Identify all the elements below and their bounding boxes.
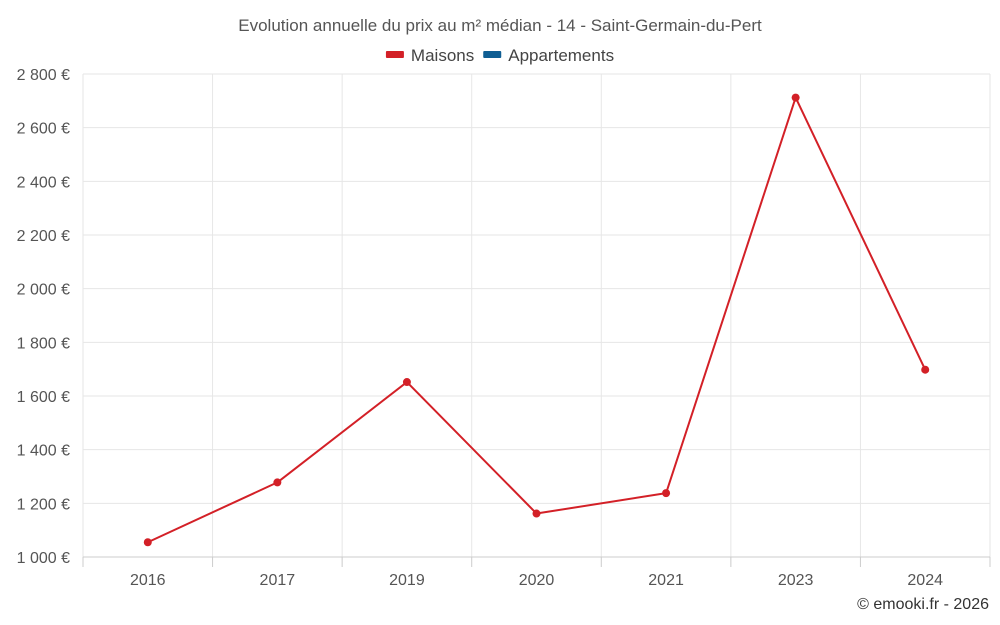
y-axis-ticks: 1 000 € 1 200 € 1 400 € 1 600 € 1 800 € 2 000…: [17, 67, 70, 567]
x-tick-label: 2021: [648, 572, 684, 589]
series-layer: [143, 93, 930, 547]
data-point[interactable]: [143, 538, 152, 547]
x-tick-label: 2017: [260, 572, 296, 589]
data-point[interactable]: [532, 509, 541, 518]
legend-item-appartements[interactable]: Appartements: [483, 46, 614, 65]
data-point[interactable]: [273, 478, 282, 487]
legend-label: Appartements: [508, 46, 614, 65]
chart-title: Evolution annuelle du prix au m² médian …: [238, 16, 762, 35]
y-tick-label: 2 200 €: [17, 228, 70, 245]
x-axis-ticks: 2016 2017 2019 2020 2021 2023 2024: [130, 572, 943, 589]
data-point[interactable]: [921, 365, 930, 374]
legend-label: Maisons: [411, 46, 474, 65]
data-point[interactable]: [791, 93, 800, 102]
y-tick-label: 1 000 €: [17, 550, 70, 567]
axes: [82, 556, 991, 567]
credit-text: © emooki.fr - 2026: [857, 596, 989, 613]
grid: [82, 73, 991, 557]
y-tick-label: 2 600 €: [17, 121, 70, 138]
y-tick-label: 1 400 €: [17, 443, 70, 460]
y-tick-label: 1 600 €: [17, 389, 70, 406]
y-tick-label: 2 000 €: [17, 282, 70, 299]
x-tick-label: 2016: [130, 572, 166, 589]
y-tick-label: 2 800 €: [17, 67, 70, 84]
x-tick-label: 2020: [519, 572, 555, 589]
legend-swatch: [385, 51, 404, 58]
x-tick-label: 2019: [389, 572, 425, 589]
y-tick-label: 1 800 €: [17, 335, 70, 352]
x-tick-label: 2024: [907, 572, 943, 589]
legend-item-maisons[interactable]: Maisons: [385, 46, 474, 65]
data-point[interactable]: [662, 489, 671, 498]
legend: Maisons Appartements: [385, 46, 614, 65]
y-tick-label: 2 400 €: [17, 174, 70, 191]
data-point[interactable]: [402, 378, 411, 387]
x-tick-label: 2023: [778, 572, 814, 589]
series-line-maisons: [147, 96, 927, 544]
legend-swatch: [483, 51, 502, 58]
y-tick-label: 1 200 €: [17, 496, 70, 513]
